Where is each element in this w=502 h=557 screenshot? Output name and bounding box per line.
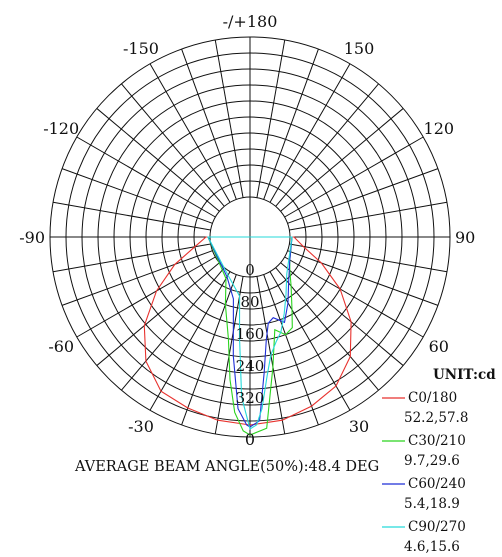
series-layer: [143, 236, 352, 436]
radial-tick-label: 160: [236, 325, 265, 343]
beam-angle-text: AVERAGE BEAM ANGLE(50%):48.4 DEG: [74, 459, 379, 475]
grid-spoke: [275, 267, 379, 391]
grid-spoke: [96, 262, 220, 366]
grid-spoke: [181, 48, 237, 200]
grid-spoke: [287, 250, 439, 306]
grid-spoke: [96, 108, 220, 212]
legend-beam-values: 4.6,15.6: [404, 539, 460, 555]
angle-label: 30: [349, 417, 369, 436]
angle-label: -150: [123, 39, 159, 58]
angle-label: 90: [455, 228, 475, 247]
polar-grid: [49, 36, 451, 438]
grid-spoke: [76, 256, 216, 338]
angle-label: 120: [424, 119, 455, 138]
series-curve-C0-180: [143, 236, 352, 426]
legend-beam-values: 52.2,57.8: [404, 410, 468, 426]
grid-spoke: [256, 39, 286, 198]
angle-label: -120: [43, 119, 79, 138]
angle-label: 0: [245, 430, 255, 449]
legend-series-name: C30/210: [408, 433, 466, 449]
grid-spoke: [52, 201, 211, 231]
angle-label: -90: [19, 228, 45, 247]
grid-spoke: [149, 271, 231, 411]
angle-labels: -/+180 150 120 90 60 30 0 -30 -60 -90 -120 -150: [19, 12, 475, 449]
grid-spoke: [121, 83, 225, 207]
angle-label: -60: [48, 337, 74, 356]
grid-spoke: [269, 63, 351, 203]
grid-spoke: [289, 243, 448, 273]
grid-spoke: [52, 243, 211, 273]
grid-spoke: [149, 63, 231, 203]
grid-spoke: [263, 48, 319, 200]
legend-beam-values: 9.7,29.6: [404, 453, 460, 469]
radial-tick-label: 80: [240, 293, 259, 311]
grid-spoke: [284, 256, 424, 338]
legend-beam-values: 5.4,18.9: [404, 496, 460, 512]
radial-tick-label: 320: [236, 389, 265, 407]
grid-spoke: [287, 168, 439, 224]
angle-label: -30: [128, 417, 154, 436]
radial-tick-label: 240: [236, 357, 265, 375]
legend-series-name: C0/180: [408, 390, 457, 406]
grid-spoke: [284, 136, 424, 218]
grid-spoke: [181, 274, 237, 426]
grid-spoke: [61, 250, 213, 306]
angle-label: 150: [344, 39, 375, 58]
series-curve-C90-270: [207, 236, 293, 430]
legend-series-name: C60/240: [408, 476, 466, 492]
grid-spoke: [275, 83, 379, 207]
angle-label: -/+180: [223, 12, 278, 31]
radial-labels: 0 80 160 240 320: [236, 261, 265, 407]
grid-spoke: [76, 136, 216, 218]
angle-label: 60: [429, 337, 449, 356]
grid-spoke: [121, 267, 225, 391]
legend-series-name: C90/270: [408, 519, 466, 535]
grid-spoke: [61, 168, 213, 224]
grid-spoke: [280, 262, 404, 366]
grid-spoke: [289, 201, 448, 231]
radial-tick-label: 0: [245, 261, 255, 279]
unit-label: UNIT:cd: [433, 367, 496, 383]
grid-spoke: [280, 108, 404, 212]
grid-spoke: [214, 39, 244, 198]
series-curve-C60-240: [207, 236, 293, 428]
grid-spoke: [269, 271, 351, 411]
grid-spoke: [263, 274, 319, 426]
legend: UNIT:cd C0/180 52.2,57.8 C30/210 9.7,29.6 C6…: [382, 367, 496, 555]
